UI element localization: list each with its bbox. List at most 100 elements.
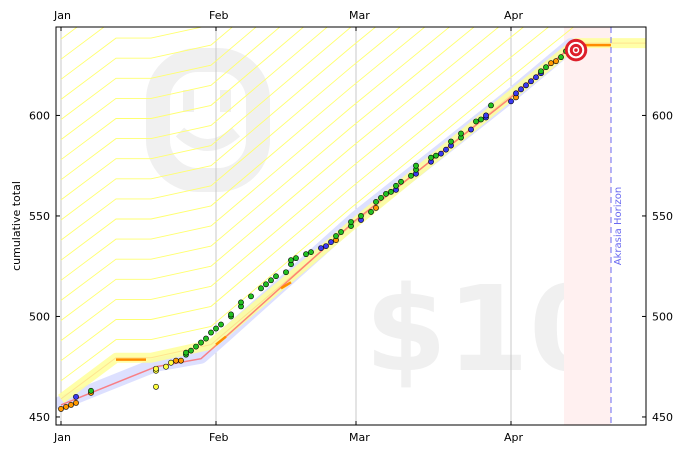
datapoint (558, 54, 564, 61)
x-tick-label-bottom: Apr (504, 431, 524, 444)
datapoint (203, 335, 209, 342)
datapoint (218, 321, 224, 328)
datapoint (283, 269, 289, 276)
datapoint (458, 130, 464, 137)
datapoint (303, 251, 309, 258)
road-guideline (60, 27, 281, 140)
datapoint (433, 152, 439, 159)
y-tick-label-left: 550 (29, 210, 50, 223)
datapoint (488, 102, 494, 109)
road-guideline (60, 27, 234, 100)
datapoint (188, 347, 194, 354)
road-segment-orange (215, 335, 227, 346)
x-tick-label-bottom: Jan (53, 431, 71, 444)
akrasia-horizon-label: Akrasia Horizon (613, 187, 624, 265)
y-tick-label-right: 550 (652, 210, 673, 223)
road-guideline (60, 27, 257, 120)
datapoint (533, 74, 539, 81)
datapoint (318, 245, 324, 252)
y-tick-label-right: 600 (652, 109, 673, 122)
datapoint (153, 365, 159, 372)
datapoint (268, 277, 274, 284)
datapoint (68, 401, 74, 408)
datapoint (153, 383, 159, 390)
datapoint (398, 178, 404, 185)
plot-frame (55, 26, 647, 426)
datapoint (548, 60, 554, 67)
datapoint (63, 404, 69, 410)
datapoint (348, 219, 354, 225)
road-guideline (60, 27, 525, 341)
datapoint (183, 349, 189, 356)
datapoint (468, 126, 474, 133)
datapoint (523, 82, 529, 89)
datapoint (378, 194, 384, 201)
plot-area: Akrasia Horizon (56, 27, 646, 425)
watermark-face-outline (146, 48, 270, 192)
datapoint (228, 311, 234, 318)
road-guideline (60, 27, 352, 201)
datapoint (248, 293, 254, 300)
datapoint (368, 209, 374, 215)
datapoint (373, 205, 379, 211)
datapoint (193, 343, 199, 350)
x-tick-label-bottom: Mar (349, 431, 370, 444)
datapoint (163, 363, 169, 370)
datapoint (288, 257, 294, 264)
road-guideline (60, 27, 475, 301)
y-tick-label-right: 450 (652, 411, 673, 424)
datapoint (373, 198, 379, 205)
datapoint (448, 138, 454, 145)
x-tick-label-top: Mar (349, 9, 370, 22)
datapoint (208, 329, 214, 336)
datapoint (73, 393, 79, 400)
datapoint (508, 98, 514, 105)
y-tick-label-right: 500 (652, 310, 673, 323)
datapoint (438, 150, 444, 157)
y-tick-label-left: 450 (29, 411, 50, 424)
y-tick-label-left: 500 (29, 310, 50, 323)
datapoint (513, 90, 519, 97)
y-axis-label: cumulative total (10, 181, 23, 271)
datapoint (338, 229, 344, 235)
road-guideline (60, 27, 500, 321)
datapoint (428, 154, 434, 161)
datapoint (213, 325, 219, 332)
datapoint (178, 357, 184, 364)
watermark-eye (220, 90, 231, 112)
datapoint (328, 239, 334, 245)
datapoint (358, 213, 364, 219)
datapoint (388, 188, 394, 195)
x-tick-label-bottom: Feb (209, 431, 228, 444)
datapoint (273, 273, 279, 280)
horizon-region (564, 27, 611, 425)
goal-bullseye (574, 48, 578, 52)
datapoint (518, 86, 524, 93)
datapoint (393, 182, 399, 189)
road-guideline (60, 27, 550, 362)
datapoint (333, 233, 339, 239)
road-guideline (60, 27, 328, 181)
road-guideline (60, 27, 377, 221)
datapoint (413, 162, 419, 169)
datapoint (553, 58, 559, 65)
x-tick-label-top: Feb (209, 9, 228, 22)
datapoint (538, 68, 544, 75)
datapoint (478, 116, 484, 123)
road-segment-orange (280, 281, 292, 290)
road-guideline (60, 27, 401, 241)
axes: Jan Jan Feb Feb Mar Mar Apr Apr 450 450 500 500 550 5… (29, 9, 673, 444)
datapoint (473, 118, 479, 125)
datapoint (528, 78, 534, 85)
road-guideline (60, 27, 451, 281)
road-guideline (60, 27, 426, 261)
datapoint (238, 299, 244, 306)
y-tick-label-left: 600 (29, 109, 50, 122)
datapoint (408, 172, 414, 179)
datapoint (73, 399, 79, 406)
datapoint (58, 406, 64, 412)
datapoint (308, 249, 314, 256)
plot-border (55, 26, 647, 426)
datapoint (443, 146, 449, 153)
